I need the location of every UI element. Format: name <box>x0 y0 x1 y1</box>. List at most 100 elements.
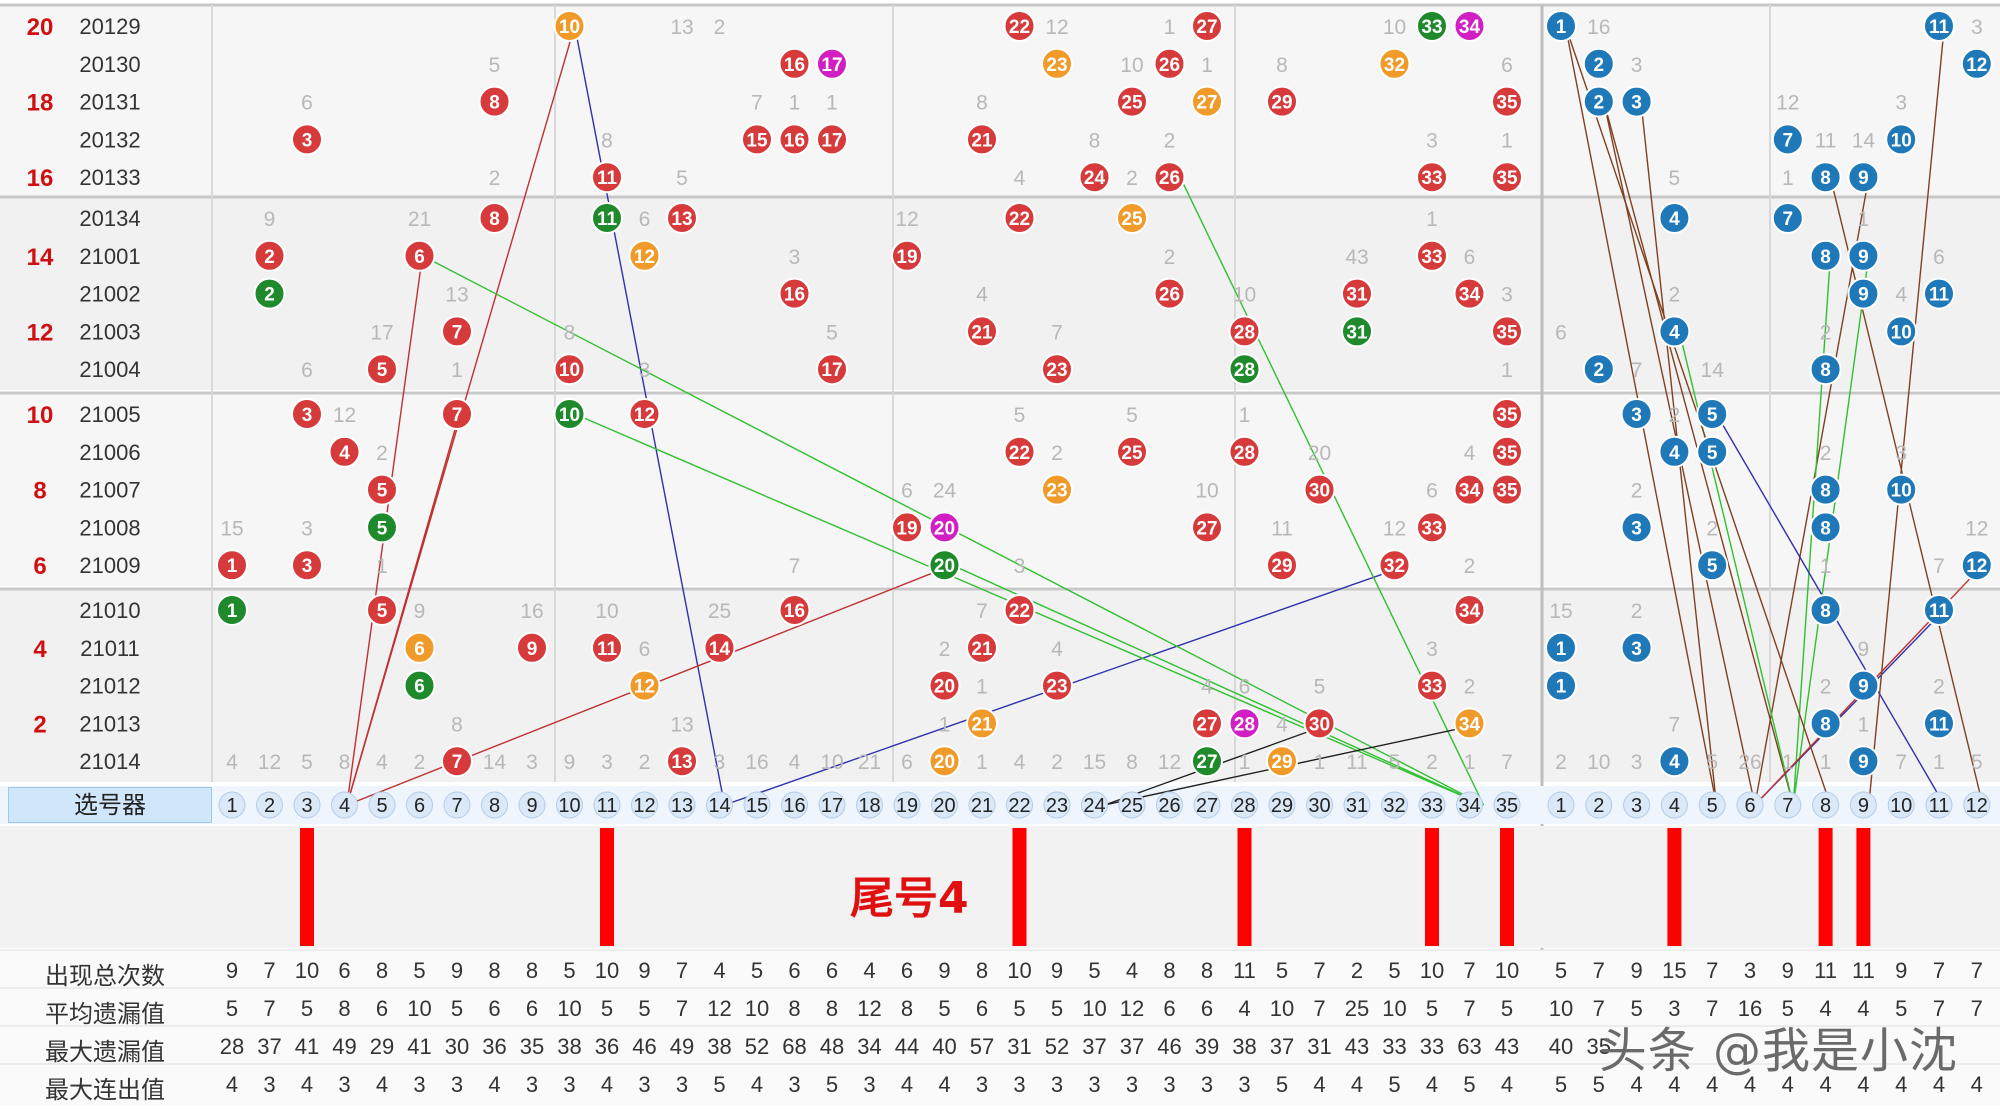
svg-text:10: 10 <box>1890 795 1912 817</box>
selector-number-back[interactable]: 10 <box>1887 791 1915 819</box>
selector-number-front[interactable]: 25 <box>1118 791 1146 819</box>
stat-value: 3 <box>1238 1072 1250 1097</box>
svg-text:22: 22 <box>1008 795 1030 817</box>
selector-number-back[interactable]: 6 <box>1736 791 1764 819</box>
back-ball: 9 <box>1847 161 1880 194</box>
selector-number-front[interactable]: 14 <box>706 791 733 819</box>
stat-value: 8 <box>901 996 913 1021</box>
selector-number-front[interactable]: 12 <box>631 791 658 819</box>
selector-number-back[interactable]: 2 <box>1585 791 1613 819</box>
selector-number-front[interactable]: 5 <box>368 791 396 819</box>
selector-number-front[interactable]: 33 <box>1418 791 1446 819</box>
selector-number-front[interactable]: 32 <box>1381 791 1408 819</box>
selector-number-back[interactable]: 11 <box>1925 791 1953 819</box>
tail-bar <box>1818 828 1833 946</box>
svg-text:1: 1 <box>1556 677 1567 698</box>
selector-number-front[interactable]: 21 <box>968 791 996 819</box>
svg-text:25: 25 <box>1121 795 1143 817</box>
selector-number-front[interactable]: 7 <box>443 791 471 819</box>
front-ball: 17 <box>816 353 848 386</box>
selector-number-front[interactable]: 16 <box>781 791 808 819</box>
stat-value: 8 <box>826 996 838 1021</box>
selector-number-front[interactable]: 13 <box>668 791 696 819</box>
selector-number-front[interactable]: 18 <box>856 791 883 819</box>
back-ball: 8 <box>1809 161 1842 194</box>
miss-count: 11 <box>1346 751 1368 774</box>
selector-number-front[interactable]: 19 <box>893 791 921 819</box>
selector-number-front[interactable]: 27 <box>1193 791 1221 819</box>
selector-number-front[interactable]: 11 <box>593 791 621 819</box>
selector-number-front[interactable]: 9 <box>518 791 546 819</box>
front-ball: 6 <box>403 631 436 664</box>
svg-text:22: 22 <box>1009 209 1030 230</box>
selector-number-front[interactable]: 35 <box>1493 791 1521 819</box>
svg-text:11: 11 <box>1929 285 1950 306</box>
svg-text:1: 1 <box>226 795 237 817</box>
selector-number-back[interactable]: 1 <box>1547 791 1575 819</box>
selector-label[interactable]: 选号器 <box>8 787 212 823</box>
selector-number-front[interactable]: 29 <box>1268 791 1296 819</box>
trend-line <box>346 413 461 806</box>
selector-number-front[interactable]: 3 <box>293 791 321 819</box>
selector-number-front[interactable]: 17 <box>818 791 846 819</box>
stat-value: 4 <box>1857 996 1869 1021</box>
stat-value: 10 <box>1382 996 1406 1021</box>
selector-number-front[interactable]: 22 <box>1006 791 1033 819</box>
miss-count: 7 <box>1051 321 1063 344</box>
svg-text:22: 22 <box>1009 443 1030 464</box>
stat-value: 5 <box>1051 996 1063 1021</box>
stat-value: 12 <box>857 996 881 1021</box>
stat-value: 33 <box>1382 1034 1406 1059</box>
svg-text:3: 3 <box>301 795 312 817</box>
miss-count: 4 <box>1014 167 1026 190</box>
miss-count: 1 <box>1239 404 1251 427</box>
selector-number-back[interactable]: 8 <box>1812 791 1840 819</box>
selector-number-front[interactable]: 6 <box>406 791 433 819</box>
svg-text:21: 21 <box>971 795 993 817</box>
selector-number-front[interactable]: 26 <box>1156 791 1183 819</box>
stat-value: 7 <box>1313 958 1325 983</box>
miss-count: 43 <box>1345 246 1368 269</box>
selector-number-front[interactable]: 15 <box>743 791 771 819</box>
svg-text:8: 8 <box>1820 168 1831 189</box>
miss-count: 5 <box>1971 751 1983 774</box>
svg-text:3: 3 <box>1631 518 1642 539</box>
svg-text:4: 4 <box>1669 752 1680 773</box>
stat-value: 57 <box>970 1034 994 1059</box>
selector-number-back[interactable]: 12 <box>1963 791 1991 819</box>
selector-number-back[interactable]: 9 <box>1849 791 1877 819</box>
selector-number-front[interactable]: 30 <box>1306 791 1333 819</box>
stat-value: 9 <box>1895 958 1907 983</box>
miss-count: 5 <box>1126 404 1138 427</box>
selector-number-front[interactable]: 8 <box>481 791 508 819</box>
selector-number-front[interactable]: 23 <box>1043 791 1071 819</box>
svg-text:13: 13 <box>671 795 693 817</box>
svg-text:3: 3 <box>1631 639 1642 660</box>
svg-text:3: 3 <box>302 405 313 426</box>
selector-number-front[interactable]: 28 <box>1231 791 1258 819</box>
selector-number-front[interactable]: 20 <box>931 791 958 819</box>
stat-value: 4 <box>1630 1072 1642 1097</box>
selector-number-front[interactable]: 34 <box>1456 791 1483 819</box>
stat-value: 7 <box>1971 996 1983 1021</box>
selector-number-front[interactable]: 31 <box>1343 791 1371 819</box>
selector-number-front[interactable]: 1 <box>218 791 246 819</box>
stat-value: 4 <box>1668 1072 1680 1097</box>
svg-text:27: 27 <box>1196 17 1217 38</box>
miss-count: 11 <box>1271 517 1293 540</box>
selector-number-front[interactable]: 10 <box>556 791 583 819</box>
selector-number-back[interactable]: 3 <box>1623 791 1651 819</box>
svg-text:4: 4 <box>1669 443 1680 464</box>
miss-count: 5 <box>1389 751 1401 774</box>
miss-count: 1 <box>1858 713 1870 736</box>
svg-text:29: 29 <box>1271 93 1292 114</box>
selector-number-back[interactable]: 5 <box>1698 791 1726 819</box>
miss-count: 6 <box>901 751 913 774</box>
selector-number-front[interactable]: 24 <box>1081 791 1108 819</box>
selector-number-front[interactable]: 4 <box>331 791 358 819</box>
selector-number-back[interactable]: 7 <box>1774 791 1802 819</box>
selector-number-front[interactable]: 2 <box>256 791 283 819</box>
back-ball: 1 <box>1545 10 1577 42</box>
selector-number-back[interactable]: 4 <box>1660 791 1688 819</box>
svg-text:13: 13 <box>671 752 692 773</box>
